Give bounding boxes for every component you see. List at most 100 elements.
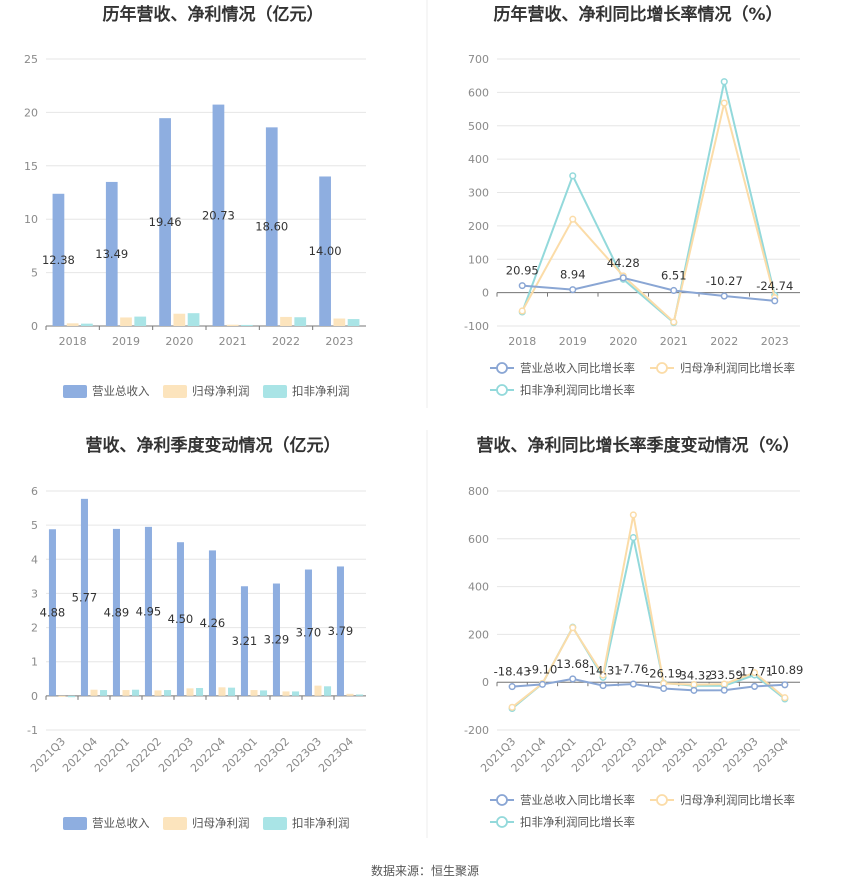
y-tick-label: 4 bbox=[31, 553, 38, 566]
bar-2-4 bbox=[196, 688, 204, 696]
point-0-3 bbox=[670, 286, 678, 295]
bar-0-3 bbox=[144, 526, 152, 696]
y-tick-label: 20 bbox=[24, 106, 38, 119]
bar-2-5 bbox=[347, 319, 360, 326]
y-tick-label: 0 bbox=[482, 287, 489, 300]
point-1-0 bbox=[518, 307, 526, 315]
bar-2-1 bbox=[134, 316, 147, 326]
chart-quarter-line: 营收、净利同比增长率季度变动情况（%）-20002004006008002021… bbox=[464, 435, 803, 829]
data-label: 14.00 bbox=[309, 244, 342, 258]
point-0-9 bbox=[781, 681, 789, 689]
y-tick-label: 3 bbox=[31, 587, 38, 600]
data-label: -33.59 bbox=[706, 668, 743, 682]
bar-0-2 bbox=[112, 528, 120, 696]
bar-2-6 bbox=[260, 690, 268, 696]
y-tick-label: 6 bbox=[31, 485, 38, 498]
bar-2-2 bbox=[187, 313, 200, 326]
bar-0-8 bbox=[304, 569, 312, 696]
legend-swatch-1 bbox=[163, 817, 187, 830]
point-1-4 bbox=[629, 511, 637, 519]
x-tick-label: 2021 bbox=[219, 335, 247, 348]
bar-0-2 bbox=[159, 118, 171, 326]
y-tick-label: 5 bbox=[31, 267, 38, 280]
legend-marker-2 bbox=[496, 384, 508, 396]
data-label: 8.94 bbox=[560, 268, 586, 282]
y-tick-label: 100 bbox=[468, 253, 489, 266]
chart-annual-bar: 历年营收、净利情况（亿元） 0 5 10 15 20 25 2018 2019 2020 2021 2… bbox=[24, 4, 366, 398]
bar-2-3 bbox=[241, 324, 253, 326]
point-1-9 bbox=[781, 694, 789, 702]
legend-label: 归母净利润同比增长率 bbox=[680, 793, 795, 807]
data-label: 4.89 bbox=[104, 605, 130, 619]
series-line-1 bbox=[511, 514, 786, 709]
series-line-0 bbox=[512, 677, 785, 692]
bar-2-9 bbox=[356, 694, 364, 696]
bar-0-0 bbox=[48, 529, 56, 696]
point-1-1 bbox=[569, 215, 577, 223]
x-tick-label: 2018 bbox=[508, 335, 536, 348]
point-0-7 bbox=[720, 686, 728, 694]
bar-2-3 bbox=[164, 690, 172, 696]
bar-1-3 bbox=[226, 324, 239, 326]
legend-label: 归母净利润同比增长率 bbox=[680, 361, 795, 375]
x-tick-label: 2021 bbox=[660, 335, 688, 348]
point-0-1 bbox=[538, 680, 547, 688]
x-tick-label: 2019 bbox=[559, 335, 587, 348]
data-label: 4.88 bbox=[40, 606, 66, 620]
bar-0-4 bbox=[176, 542, 184, 696]
x-tick-label: 2020 bbox=[165, 335, 193, 348]
data-label: -34.32 bbox=[675, 668, 712, 682]
legend-label: 归母净利润 bbox=[192, 816, 250, 830]
chart-quarter-bar: 营收、净利季度变动情况（亿元）-101234562021Q32021Q42022… bbox=[27, 435, 366, 830]
legend-marker-2 bbox=[496, 816, 508, 828]
data-label: -17.71 bbox=[736, 664, 773, 678]
y-tick-label: -200 bbox=[464, 724, 489, 737]
bar-1-5 bbox=[218, 687, 226, 696]
point-1-8 bbox=[751, 669, 759, 677]
bar-2-5 bbox=[228, 687, 236, 696]
y-tick-label: -100 bbox=[464, 320, 489, 333]
point-2-4 bbox=[720, 78, 728, 86]
y-tick-label: 25 bbox=[24, 53, 38, 66]
point-0-3 bbox=[599, 682, 607, 690]
y-tick-label: 400 bbox=[468, 581, 489, 594]
legend-swatch-1 bbox=[163, 385, 187, 398]
legend-label: 扣非净利润同比增长率 bbox=[520, 815, 635, 829]
data-label: 12.38 bbox=[42, 253, 75, 267]
point-1-3 bbox=[670, 318, 678, 326]
data-label: -18.43 bbox=[494, 665, 531, 679]
data-label: -24.74 bbox=[756, 279, 793, 293]
bar-0-5 bbox=[208, 550, 216, 696]
data-label: 5.77 bbox=[72, 590, 98, 604]
data-label: 18.60 bbox=[255, 220, 288, 234]
legend-label: 归母净利润 bbox=[192, 384, 250, 398]
bar-2-8 bbox=[324, 686, 332, 696]
bar-1-2 bbox=[173, 313, 186, 326]
y-tick-label: 300 bbox=[468, 187, 489, 200]
data-label: -10.89 bbox=[766, 663, 803, 677]
x-tick-label: 2020 bbox=[609, 335, 637, 348]
legend-marker-0 bbox=[496, 794, 508, 806]
x-tick-label: 2023Q4 bbox=[316, 735, 356, 775]
bar-0-1 bbox=[80, 498, 88, 696]
y-tick-label: 1 bbox=[31, 656, 38, 669]
legend-marker-1 bbox=[656, 794, 668, 806]
data-label: 20.95 bbox=[506, 264, 539, 278]
data-source: 数据来源：恒生聚源 bbox=[371, 863, 479, 878]
bar-0-0 bbox=[52, 193, 65, 326]
point-0-5 bbox=[660, 684, 668, 693]
bar-0-4 bbox=[265, 127, 278, 327]
point-1-3 bbox=[599, 671, 607, 679]
legend-label: 扣非净利润同比增长率 bbox=[520, 383, 635, 397]
legend-label: 营业总收入 bbox=[92, 384, 150, 398]
data-label: -9.10 bbox=[528, 662, 558, 676]
legend-label: 营业总收入同比增长率 bbox=[520, 793, 635, 807]
y-tick-label: 0 bbox=[482, 676, 489, 689]
point-2-4 bbox=[629, 534, 637, 542]
point-0-2 bbox=[569, 675, 577, 683]
point-1-0 bbox=[508, 703, 516, 711]
bar-1-7 bbox=[282, 691, 290, 696]
legend-label: 扣非净利润 bbox=[292, 384, 350, 398]
y-tick-label: -1 bbox=[27, 724, 38, 737]
